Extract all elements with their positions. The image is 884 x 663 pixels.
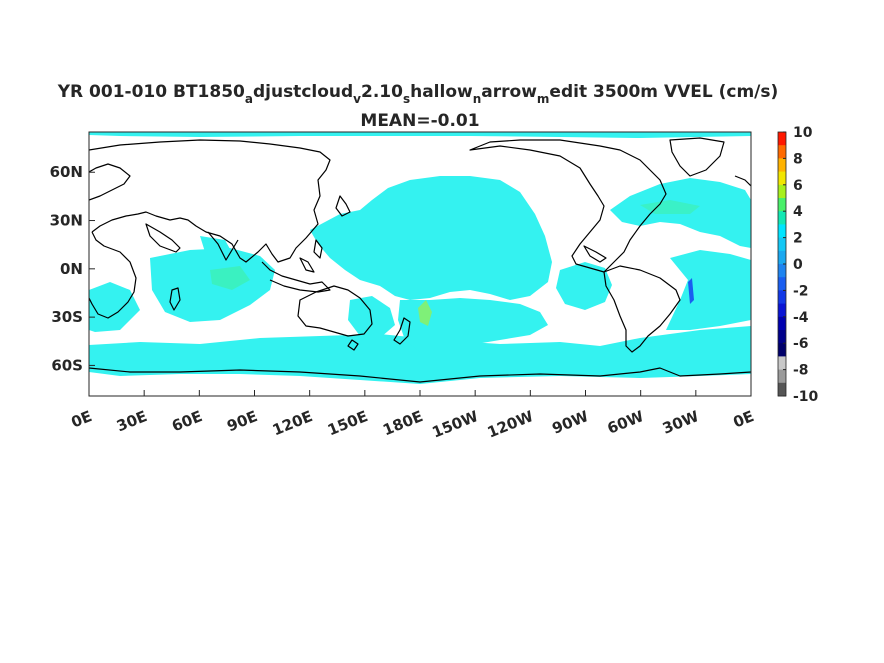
ocean-field: [89, 132, 751, 384]
colorbar: 10 8 6 4 2 0 -2 -4 -6 -8 -10: [777, 125, 819, 405]
greenland-coast: [669, 137, 725, 177]
southern-ocean-area: [89, 326, 751, 384]
y-tick-label: 60S: [51, 356, 83, 374]
positive-anomaly-patch: [418, 300, 432, 326]
arabia-coast: [145, 223, 181, 253]
borneo-coast: [299, 257, 315, 273]
bay-of-bengal-area: [238, 258, 275, 282]
colorbar-segment: [778, 290, 786, 305]
y-tick-label: 0N: [60, 260, 83, 278]
x-tick-label: 120E: [270, 407, 315, 439]
africa-coast: [89, 231, 137, 319]
colorbar-segment: [778, 250, 786, 265]
philippines-coast: [313, 239, 323, 259]
y-axis: 60N 30N 0N 30S 60S: [50, 163, 95, 374]
colorbar-segment: [778, 171, 786, 186]
antarctica-coast: [89, 367, 751, 383]
colorbar-segment: [778, 132, 786, 146]
colorbar-segment: [778, 369, 786, 384]
colorbar-tick-label: -10: [793, 389, 819, 405]
y-tick-label: 60N: [50, 163, 83, 181]
negative-anomaly-patch: [688, 278, 694, 304]
colorbar-segment: [778, 211, 786, 225]
madagascar-coast: [169, 287, 181, 311]
colorbar-segment: [778, 356, 786, 371]
colorbar-tick-label: 2: [793, 231, 803, 247]
central-america-coast: [583, 245, 607, 263]
x-tick-label: 30W: [660, 407, 702, 438]
colorbar-segment: [778, 303, 786, 318]
tasmania-coast: [347, 339, 359, 351]
colorbar-segment: [778, 224, 786, 239]
colorbar-tick-label: 8: [793, 151, 803, 167]
x-tick-label: 120W: [485, 407, 537, 442]
colorbar-segment: [778, 237, 786, 252]
x-axis: 0E 30E 60E 90E 120E 150E 180E 150W 120W 90W 60W 30W…: [69, 390, 757, 442]
arabian-sea-area: [200, 236, 235, 262]
x-tick-label: 90E: [224, 407, 260, 435]
south-america-coast: [603, 265, 681, 353]
x-tick-label: 0E: [731, 407, 757, 431]
colorbar-segment: [778, 277, 786, 291]
x-tick-label: 60W: [605, 407, 647, 438]
colorbar-segment: [778, 145, 786, 159]
arctic-area: [89, 132, 751, 138]
x-tick-label: 60E: [169, 407, 205, 435]
south-pacific-area: [398, 298, 548, 352]
new-zealand-coast: [393, 317, 411, 345]
y-tick-label: 30S: [51, 308, 83, 326]
southeast-pacific-area: [556, 262, 612, 310]
x-tick-label: 0E: [69, 407, 95, 431]
field-anomalies: [210, 200, 700, 326]
north-america-coast: [469, 139, 667, 273]
colorbar-tick-label: -8: [793, 363, 809, 379]
indonesia-coast: [261, 261, 331, 293]
colorbar-segment: [778, 158, 786, 173]
colorbar-segment: [778, 343, 786, 357]
colorbar-tick-label: 6: [793, 178, 803, 194]
map-panel: 60N 30N 0N 30S 60S 0E 30E 60E 90E 120E 150E 180E 15…: [50, 131, 757, 442]
x-tick-label: 180E: [380, 407, 425, 439]
colorbar-tick-label: 10: [793, 125, 813, 141]
weak-positive-patch: [210, 266, 250, 290]
eurasia-coast: [89, 139, 331, 263]
colorbar-segment: [778, 382, 786, 397]
chart-subtitle: MEAN=-0.01: [360, 111, 479, 131]
british-isles-coast: [734, 175, 751, 187]
south-atlantic-area: [666, 250, 751, 330]
japan-coast: [335, 195, 351, 217]
australia-coast: [297, 285, 373, 337]
north-pacific-area: [310, 176, 552, 300]
colorbar-segment: [778, 184, 786, 199]
colorbar-tick-label: 4: [793, 204, 803, 220]
colorbar-tick-label: 0: [793, 257, 803, 273]
colorbar-tick-label: -6: [793, 336, 809, 352]
colorbar-tick-label: -2: [793, 283, 809, 299]
indian-ocean-west-area: [89, 282, 140, 332]
chart-title: YR 001-010 BT1850adjustcloudv2.10shallow…: [57, 82, 779, 106]
europe-coast: [89, 163, 131, 201]
x-tick-label: 150E: [325, 407, 370, 439]
colorbar-segment: [778, 330, 786, 344]
x-tick-label: 30E: [114, 407, 150, 435]
colorbar-segment: [778, 198, 786, 212]
colorbar-segment: [778, 264, 786, 278]
coastlines: [89, 137, 751, 383]
india-coast: [207, 231, 239, 261]
colorbar-segment: [778, 316, 786, 331]
y-tick-label: 30N: [50, 212, 83, 230]
x-tick-label: 150W: [430, 407, 482, 442]
x-tick-label: 90W: [550, 407, 592, 438]
atlantic-positive-patch: [640, 200, 700, 214]
colorbar-tick-label: -4: [793, 310, 809, 326]
north-atlantic-area: [610, 178, 751, 248]
